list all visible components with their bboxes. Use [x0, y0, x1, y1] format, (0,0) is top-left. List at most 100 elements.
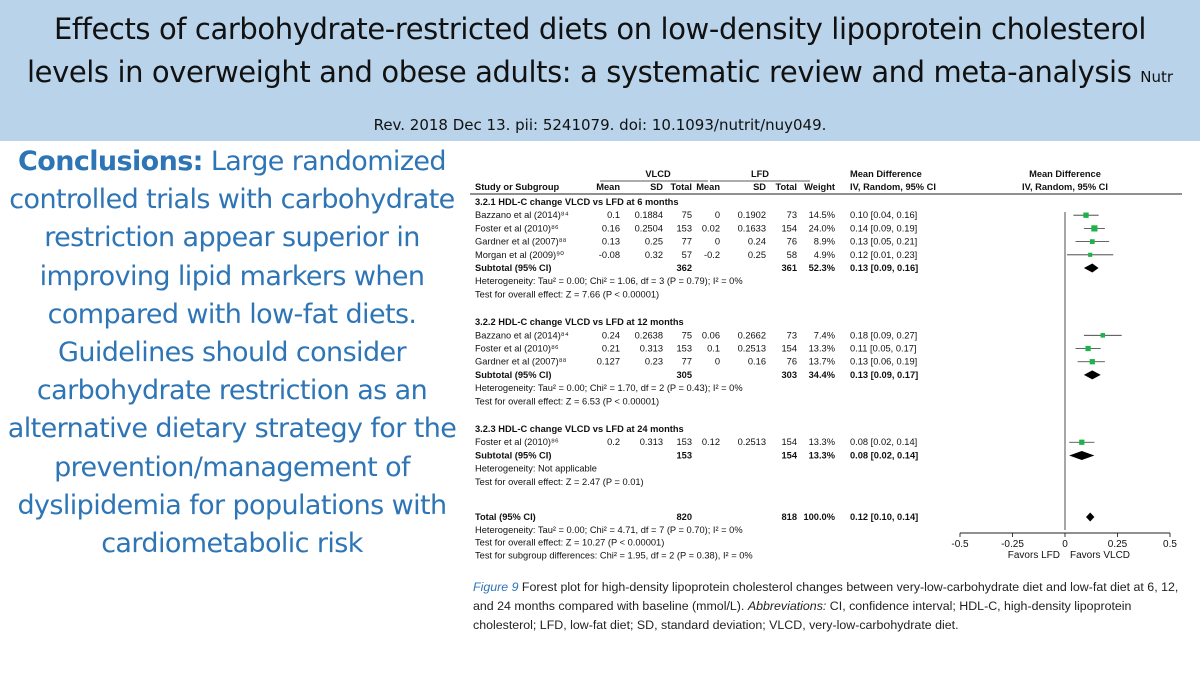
weight: 8.9%: [814, 237, 835, 247]
lfd-total: 154: [781, 223, 797, 233]
citation: Nutr Rev. 2018 Dec 13. pii: 5241079. doi…: [373, 68, 1174, 134]
ci-text: 0.13 [0.06, 0.19]: [850, 357, 917, 367]
subtotal-ci: 0.13 [0.09, 0.16]: [850, 263, 918, 273]
x-tick-label: 0: [1062, 539, 1068, 550]
study-name: Foster et al (2010)⁸⁶: [475, 223, 559, 233]
vlcd-total: 153: [676, 223, 692, 233]
lfd-mean: 0: [715, 210, 720, 220]
heterogeneity-text: Heterogeneity: Tau² = 0.00; Chi² = 1.70,…: [475, 383, 743, 393]
vlcd-mean: 0.24: [602, 330, 620, 340]
caption-text: Forest plot for high-density lipoprotein…: [473, 580, 1179, 613]
weight: 13.7%: [809, 357, 835, 367]
lfd-mean: 0.1: [707, 344, 720, 354]
subtotal-label: Subtotal (95% CI): [475, 263, 551, 273]
vlcd-mean: 0.1: [607, 210, 620, 220]
title-text: Effects of carbohydrate-restricted diets…: [26, 12, 1147, 89]
overall-effect-text: Test for overall effect: Z = 6.53 (P < 0…: [475, 396, 659, 406]
vlcd-sd: 0.313: [640, 344, 663, 354]
subtotal-lfd-total: 154: [781, 450, 797, 460]
subtotal-ci: 0.13 [0.09, 0.17]: [850, 370, 918, 380]
subtotal-weight: 34.4%: [809, 370, 836, 380]
effect-square: [1088, 252, 1093, 257]
vlcd-mean: 0.13: [602, 237, 620, 247]
total-vlcd: 820: [676, 512, 692, 522]
conclusion-body: Large randomized controlled trials with …: [7, 146, 457, 560]
weight: 13.3%: [809, 344, 835, 354]
lfd-sd: 0.25: [748, 250, 766, 260]
vlcd-sd: 0.25: [645, 237, 663, 247]
vlcd-sd: 0.32: [645, 250, 663, 260]
title-banner: Effects of carbohydrate-restricted diets…: [0, 0, 1200, 141]
weight: 4.9%: [814, 250, 835, 260]
total-ci: 0.12 [0.10, 0.14]: [850, 512, 918, 522]
vlcd-sd: 0.2504: [635, 223, 663, 233]
page-title: Effects of carbohydrate-restricted diets…: [20, 8, 1180, 147]
subtotal-diamond: [1083, 263, 1099, 273]
study-name: Foster et al (2010)⁸⁶: [475, 344, 559, 354]
conclusion-text: Conclusions: Large randomized controlled…: [6, 143, 458, 563]
study-name: Foster et al (2010)⁸⁶: [475, 437, 559, 447]
vlcd-total: 77: [682, 357, 692, 367]
subgroup-title: 3.2.2 HDL-C change VLCD vs LFD at 12 mon…: [475, 317, 684, 327]
total-diamond: [1086, 512, 1095, 522]
header-lfd: LFD: [751, 169, 769, 179]
conclusion-label: Conclusions:: [18, 146, 203, 177]
column-header: Weight: [804, 182, 835, 192]
vlcd-sd: 0.1884: [635, 210, 663, 220]
effect-square: [1079, 439, 1085, 445]
lfd-total: 76: [787, 237, 797, 247]
total-label: Total (95% CI): [475, 512, 536, 522]
overall-effect-text: Test for overall effect: Z = 2.47 (P = 0…: [475, 477, 644, 487]
weight: 13.3%: [809, 437, 835, 447]
subtotal-ci: 0.08 [0.02, 0.14]: [850, 450, 918, 460]
vlcd-mean: 0.16: [602, 223, 620, 233]
lfd-mean: 0.06: [702, 330, 720, 340]
column-header: IV, Random, 95% CI: [1022, 182, 1108, 192]
effect-square: [1091, 225, 1098, 232]
column-header: Total: [670, 182, 692, 192]
vlcd-sd: 0.23: [645, 357, 663, 367]
x-tick-label: 0.5: [1163, 539, 1177, 550]
study-name: Bazzano et al (2014)⁸⁴: [475, 330, 569, 340]
lfd-mean: -0.2: [704, 250, 720, 260]
ci-text: 0.11 [0.05, 0.17]: [850, 344, 917, 354]
effect-square: [1089, 239, 1095, 244]
ci-text: 0.08 [0.02, 0.14]: [850, 437, 917, 447]
lfd-total: 73: [787, 330, 797, 340]
lfd-sd: 0.1902: [738, 210, 766, 220]
lfd-total: 76: [787, 357, 797, 367]
lfd-total: 73: [787, 210, 797, 220]
heterogeneity-text: Heterogeneity: Tau² = 0.00; Chi² = 1.06,…: [475, 276, 743, 286]
header-md-plot: Mean Difference: [1029, 169, 1101, 179]
subtotal-label: Subtotal (95% CI): [475, 370, 551, 380]
effect-square: [1100, 333, 1106, 338]
weight: 24.0%: [809, 223, 835, 233]
subtotal-vlcd-total: 305: [676, 370, 692, 380]
subtotal-lfd-total: 303: [781, 370, 797, 380]
vlcd-mean: 0.2: [607, 437, 620, 447]
subtotal-vlcd-total: 362: [676, 263, 692, 273]
header-vlcd: VLCD: [645, 169, 671, 179]
vlcd-total: 75: [682, 330, 692, 340]
column-header: Mean: [596, 182, 620, 192]
lfd-mean: 0.02: [702, 223, 720, 233]
study-name: Gardner et al (2007)⁸⁸: [475, 237, 567, 247]
total-note: Test for subgroup differences: Chi² = 1.…: [475, 550, 753, 560]
forest-plot: VLCD LFD Mean Difference Mean Difference Stu…: [470, 169, 1182, 561]
heterogeneity-text: Heterogeneity: Not applicable: [475, 464, 597, 474]
lfd-sd: 0.2662: [738, 330, 766, 340]
vlcd-sd: 0.2638: [635, 330, 663, 340]
x-tick-label: -0.5: [951, 539, 969, 550]
total-note: Heterogeneity: Tau² = 0.00; Chi² = 4.71,…: [475, 525, 743, 535]
column-header: Total: [775, 182, 797, 192]
ci-text: 0.18 [0.09, 0.27]: [850, 330, 917, 340]
x-tick-label: 0.25: [1108, 539, 1128, 550]
weight: 7.4%: [814, 330, 835, 340]
subtotal-label: Subtotal (95% CI): [475, 450, 551, 460]
column-header: Study or Subgroup: [475, 182, 560, 192]
total-lfd: 818: [781, 512, 797, 522]
study-name: Morgan et al (2009)⁹⁰: [475, 250, 564, 260]
lfd-mean: 0: [715, 357, 720, 367]
vlcd-total: 77: [682, 237, 692, 247]
vlcd-total: 75: [682, 210, 692, 220]
